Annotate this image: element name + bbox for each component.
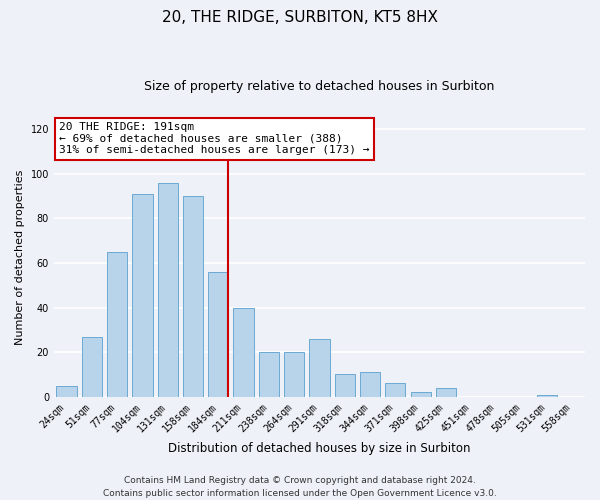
- Bar: [537, 394, 557, 397]
- Bar: [107, 252, 127, 397]
- Bar: [410, 392, 431, 397]
- Bar: [158, 182, 178, 397]
- Text: Contains HM Land Registry data © Crown copyright and database right 2024.
Contai: Contains HM Land Registry data © Crown c…: [103, 476, 497, 498]
- X-axis label: Distribution of detached houses by size in Surbiton: Distribution of detached houses by size …: [168, 442, 471, 455]
- Bar: [310, 339, 329, 397]
- Bar: [56, 386, 77, 397]
- Bar: [183, 196, 203, 397]
- Text: 20 THE RIDGE: 191sqm
← 69% of detached houses are smaller (388)
31% of semi-deta: 20 THE RIDGE: 191sqm ← 69% of detached h…: [59, 122, 370, 155]
- Bar: [360, 372, 380, 397]
- Text: 20, THE RIDGE, SURBITON, KT5 8HX: 20, THE RIDGE, SURBITON, KT5 8HX: [162, 10, 438, 25]
- Bar: [133, 194, 152, 397]
- Bar: [385, 384, 406, 397]
- Bar: [436, 388, 456, 397]
- Bar: [335, 374, 355, 397]
- Bar: [284, 352, 304, 397]
- Bar: [259, 352, 279, 397]
- Title: Size of property relative to detached houses in Surbiton: Size of property relative to detached ho…: [144, 80, 494, 93]
- Y-axis label: Number of detached properties: Number of detached properties: [15, 170, 25, 345]
- Bar: [233, 308, 254, 397]
- Bar: [82, 336, 102, 397]
- Bar: [208, 272, 229, 397]
